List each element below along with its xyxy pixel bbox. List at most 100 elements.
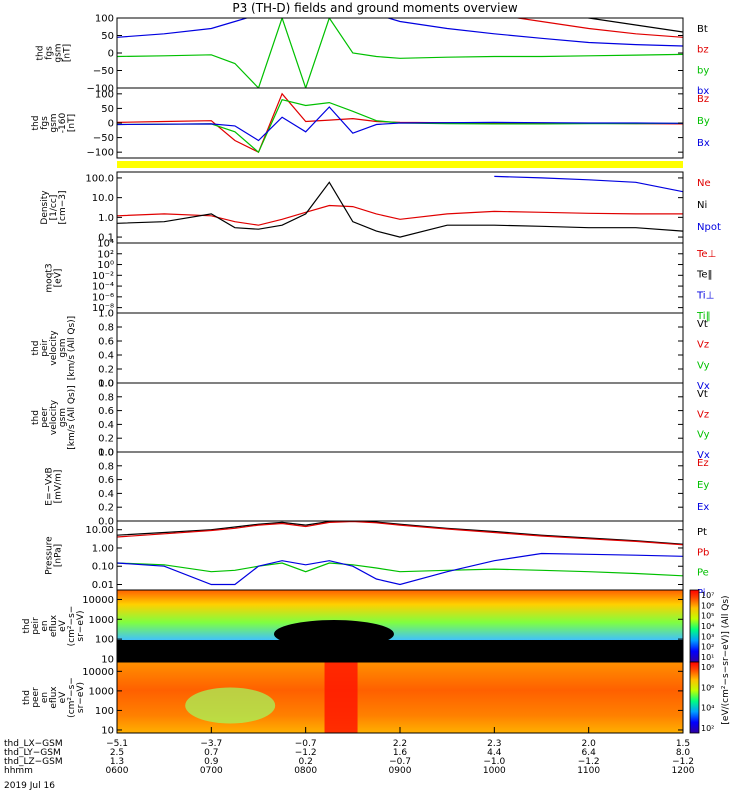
legend-p1-bx: bx — [697, 86, 709, 97]
series-p8-pb — [117, 521, 683, 546]
colorbar-tick-p9: 10³ — [701, 632, 714, 641]
xaxis-value: 2.3 — [487, 739, 501, 749]
xaxis-value: 2.2 — [393, 739, 407, 749]
ylabel-p9: eV — [58, 619, 68, 632]
xaxis-value: 1.5 — [676, 739, 690, 749]
colorbar-tick-p9: 10⁶ — [701, 601, 714, 610]
frame-p4 — [116, 242, 684, 314]
xaxis-value: 1100 — [577, 766, 600, 776]
ytick-label-p2: 0 — [108, 119, 114, 130]
ylabel-p9: sr−eV) — [76, 610, 86, 641]
ylabel-p7: E=−VxB — [45, 467, 55, 505]
legend-p5-vz: Vz — [697, 340, 709, 351]
ylabel-p2: thd — [31, 116, 41, 131]
xaxis-value: 0.7 — [204, 748, 218, 758]
panel-p2: 100 50 0 −50 −100 thd fgs gsm -160 [nT] Bz By Bx — [31, 87, 710, 159]
legend-p4-te‖: Te‖ — [696, 270, 713, 281]
frame-p7 — [116, 451, 684, 522]
ytick-label-p2: −100 — [87, 148, 114, 159]
xaxis-value: 4.4 — [487, 748, 502, 758]
colorbar-tick-p9: 10⁵ — [701, 612, 714, 621]
ylabel-p1: [nT] — [63, 44, 73, 62]
xaxis-value: 0.2 — [299, 757, 313, 767]
panel-p8: 10.00 1.00 0.10 0.01 Pressure [nPa] Pt Pb Pe Pi — [45, 520, 709, 599]
ylabel-p4: moqt3 — [45, 263, 55, 292]
ytick-label-p4: 10⁻⁶ — [92, 292, 114, 303]
ylabel-p2: fgs — [40, 116, 50, 130]
ylabel-p2: [nT] — [67, 114, 77, 132]
legend-p5-vx: Vx — [697, 381, 710, 392]
colorbar-tick-p9: 10¹ — [701, 653, 714, 662]
ylabel-p2: -160 — [58, 113, 68, 134]
ytick-label-p10: 1000 — [89, 686, 114, 697]
legend-p6-vy: Vy — [697, 430, 710, 441]
ylabel-p3: [1/cc] — [49, 195, 59, 221]
colorbar-p10 — [689, 661, 700, 734]
xaxis-value: 0900 — [389, 766, 412, 776]
ytick-label-p6: 1.0 — [98, 379, 114, 390]
legend-p8-pt: Pt — [697, 527, 707, 538]
xaxis-value: 6.4 — [582, 748, 597, 758]
ytick-label-p6: 0.2 — [98, 434, 114, 445]
ytick-label-p5: 0.4 — [98, 351, 114, 362]
legend-p1-by: by — [697, 65, 709, 76]
ylabel-p8: [nPa] — [54, 544, 64, 567]
xaxis-value: 0600 — [106, 766, 129, 776]
ytick-label-p9: 10 — [101, 654, 114, 665]
ytick-label-p3: 1.0 — [98, 213, 114, 224]
ytick-label-p6: 0.8 — [98, 392, 114, 403]
panel-p3: 100.0 10.0 1.0 0.1 Density [1/cc] [cm−3] Ne Ni Np… — [40, 171, 721, 244]
colorbar-tick-p10: 10² — [701, 724, 714, 733]
legend-p1-bt: Bt — [697, 24, 708, 35]
ytick-label-p2: −50 — [93, 133, 114, 144]
xaxis-value: 0700 — [200, 766, 223, 776]
xaxis-value: −0.7 — [389, 757, 411, 767]
legend-p7-ez: Ez — [697, 458, 709, 469]
colorbar-tick-p10: 10⁶ — [701, 683, 714, 692]
ytick-label-p5: 0.0 — [98, 379, 114, 390]
ytick-label-p1: 0 — [108, 49, 114, 60]
ytick-label-p1: −100 — [87, 84, 114, 95]
ytick-label-p8: 0.10 — [92, 562, 114, 573]
colorbar-p9 — [689, 589, 700, 663]
legend-p6-vz: Vz — [697, 409, 709, 420]
xaxis-row-label: hhmm — [4, 766, 33, 776]
ylabel-p6: thd — [31, 410, 41, 425]
ylabel-p6: gsm — [58, 408, 68, 427]
ylabel-p10: eflux — [49, 686, 59, 709]
panel-p5: 1.0 0.8 0.6 0.4 0.2 0.0 thd peir velocity gsm [km/… — [31, 309, 710, 393]
legend-p6-vt: Vt — [697, 389, 708, 400]
ylabel-p2: gsm — [49, 113, 59, 132]
xaxis-value: 2.0 — [582, 739, 597, 749]
ylabel-p1: fgs — [45, 46, 55, 60]
ytick-label-p1: 50 — [101, 31, 114, 42]
ytick-label-p5: 0.2 — [98, 365, 114, 376]
ytick-label-p8: 0.01 — [92, 580, 114, 591]
ytick-label-p7: 0.6 — [98, 475, 114, 486]
ytick-label-p10: 100 — [95, 706, 114, 717]
ylabel-p9: thd — [22, 619, 32, 634]
legend-p4-ti‖: Ti‖ — [696, 311, 711, 322]
xaxis-value: −3.7 — [200, 739, 222, 749]
ylabel-p4: [eV] — [54, 269, 64, 288]
xaxis-value: 1.3 — [110, 757, 124, 767]
xaxis-value: −1.0 — [483, 757, 505, 767]
ytick-label-p7: 0.4 — [98, 489, 114, 500]
ytick-label-p4: 10⁰ — [97, 260, 114, 271]
ytick-label-p4: 10⁻⁴ — [92, 282, 114, 293]
legend-p3-ni: Ni — [697, 200, 707, 211]
legend-p2-by: By — [697, 116, 710, 127]
ytick-label-p4: 10⁻⁸ — [92, 303, 114, 314]
panel-p1: 100 50 0 −50 −100 thd fgs gsm [nT] Bt bz by bx — [36, 14, 710, 98]
ytick-label-p5: 0.6 — [98, 337, 114, 348]
ylabel-p6: [km/s (All Qs)] — [67, 385, 77, 449]
ytick-label-p9: 1000 — [89, 615, 114, 626]
series-p2-bx — [117, 106, 683, 142]
ytick-label-p6: 0.4 — [98, 420, 114, 431]
ylabel-p3: [cm−3] — [58, 190, 68, 224]
ytick-label-p1: −50 — [93, 66, 114, 77]
colorbar-label: [eV/(cm²−s−sr−eV)] (All Qs) — [721, 595, 731, 724]
ylabel-p5: gsm — [58, 338, 68, 357]
ytick-label-p9: 10000 — [82, 595, 114, 606]
plot-title: P3 (TH-D) fields and ground moments over… — [232, 1, 518, 15]
